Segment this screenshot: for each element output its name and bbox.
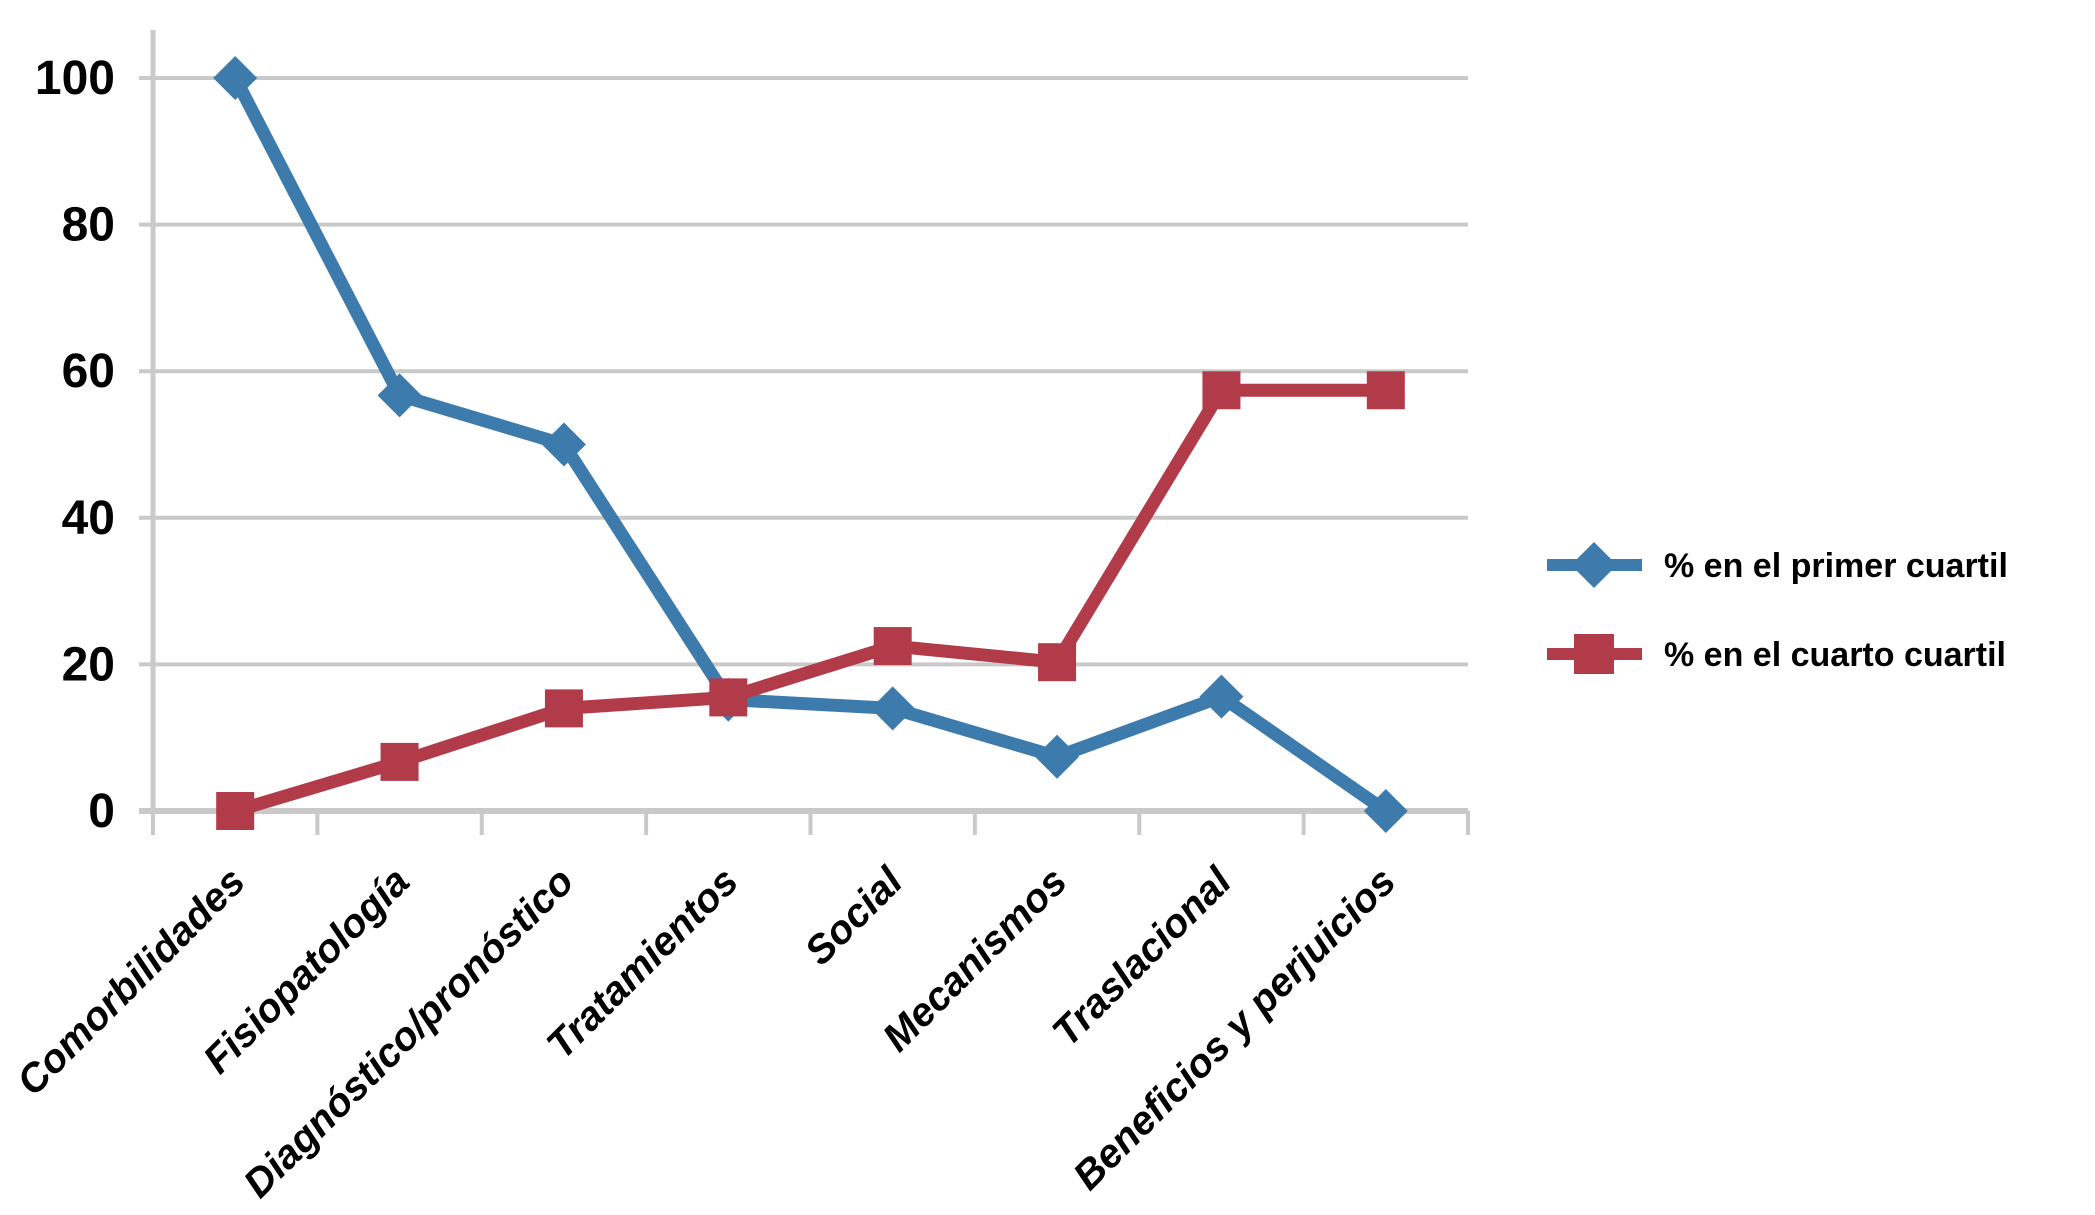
legend-label-1: % en el cuarto cuartil (1664, 636, 2006, 674)
series-line-1 (228, 383, 1393, 818)
marker-diamond-0-6 (1199, 674, 1244, 719)
legend-marker-square (1574, 634, 1614, 674)
x-axis-category-label: Diagnóstico/pronóstico (235, 859, 582, 1206)
y-axis-tick-label: 60 (62, 345, 115, 398)
marker-square-1-7 (1366, 371, 1405, 410)
legend-label-0: % en el primer cuartil (1664, 547, 2008, 585)
marker-square-1-3 (709, 678, 748, 717)
y-axis-tick-label: 80 (62, 199, 115, 252)
marker-square-1-4 (873, 627, 912, 666)
marker-square-1-1 (380, 742, 419, 781)
marker-diamond-0-0 (213, 56, 258, 100)
marker-square-1-2 (544, 689, 583, 728)
marker-diamond-0-7 (1363, 789, 1408, 833)
marker-square-1-0 (216, 792, 255, 830)
marker-diamond-0-1 (377, 373, 422, 418)
x-axis-category-label: Social (797, 859, 912, 974)
marker-square-1-5 (1038, 643, 1077, 682)
y-axis-tick-label: 0 (88, 785, 115, 838)
marker-diamond-0-2 (541, 422, 586, 467)
marker-diamond-0-4 (870, 686, 915, 731)
x-axis-category-label: Beneficios y perjuicios (1065, 859, 1404, 1198)
legend-marker-diamond (1571, 542, 1617, 588)
marker-diamond-0-5 (1035, 734, 1080, 779)
marker-square-1-6 (1202, 371, 1241, 410)
y-axis-tick-label: 20 (62, 638, 115, 691)
series-line-0 (228, 71, 1393, 818)
y-axis-tick-label: 100 (35, 52, 115, 105)
y-axis-tick-label: 40 (62, 492, 115, 545)
